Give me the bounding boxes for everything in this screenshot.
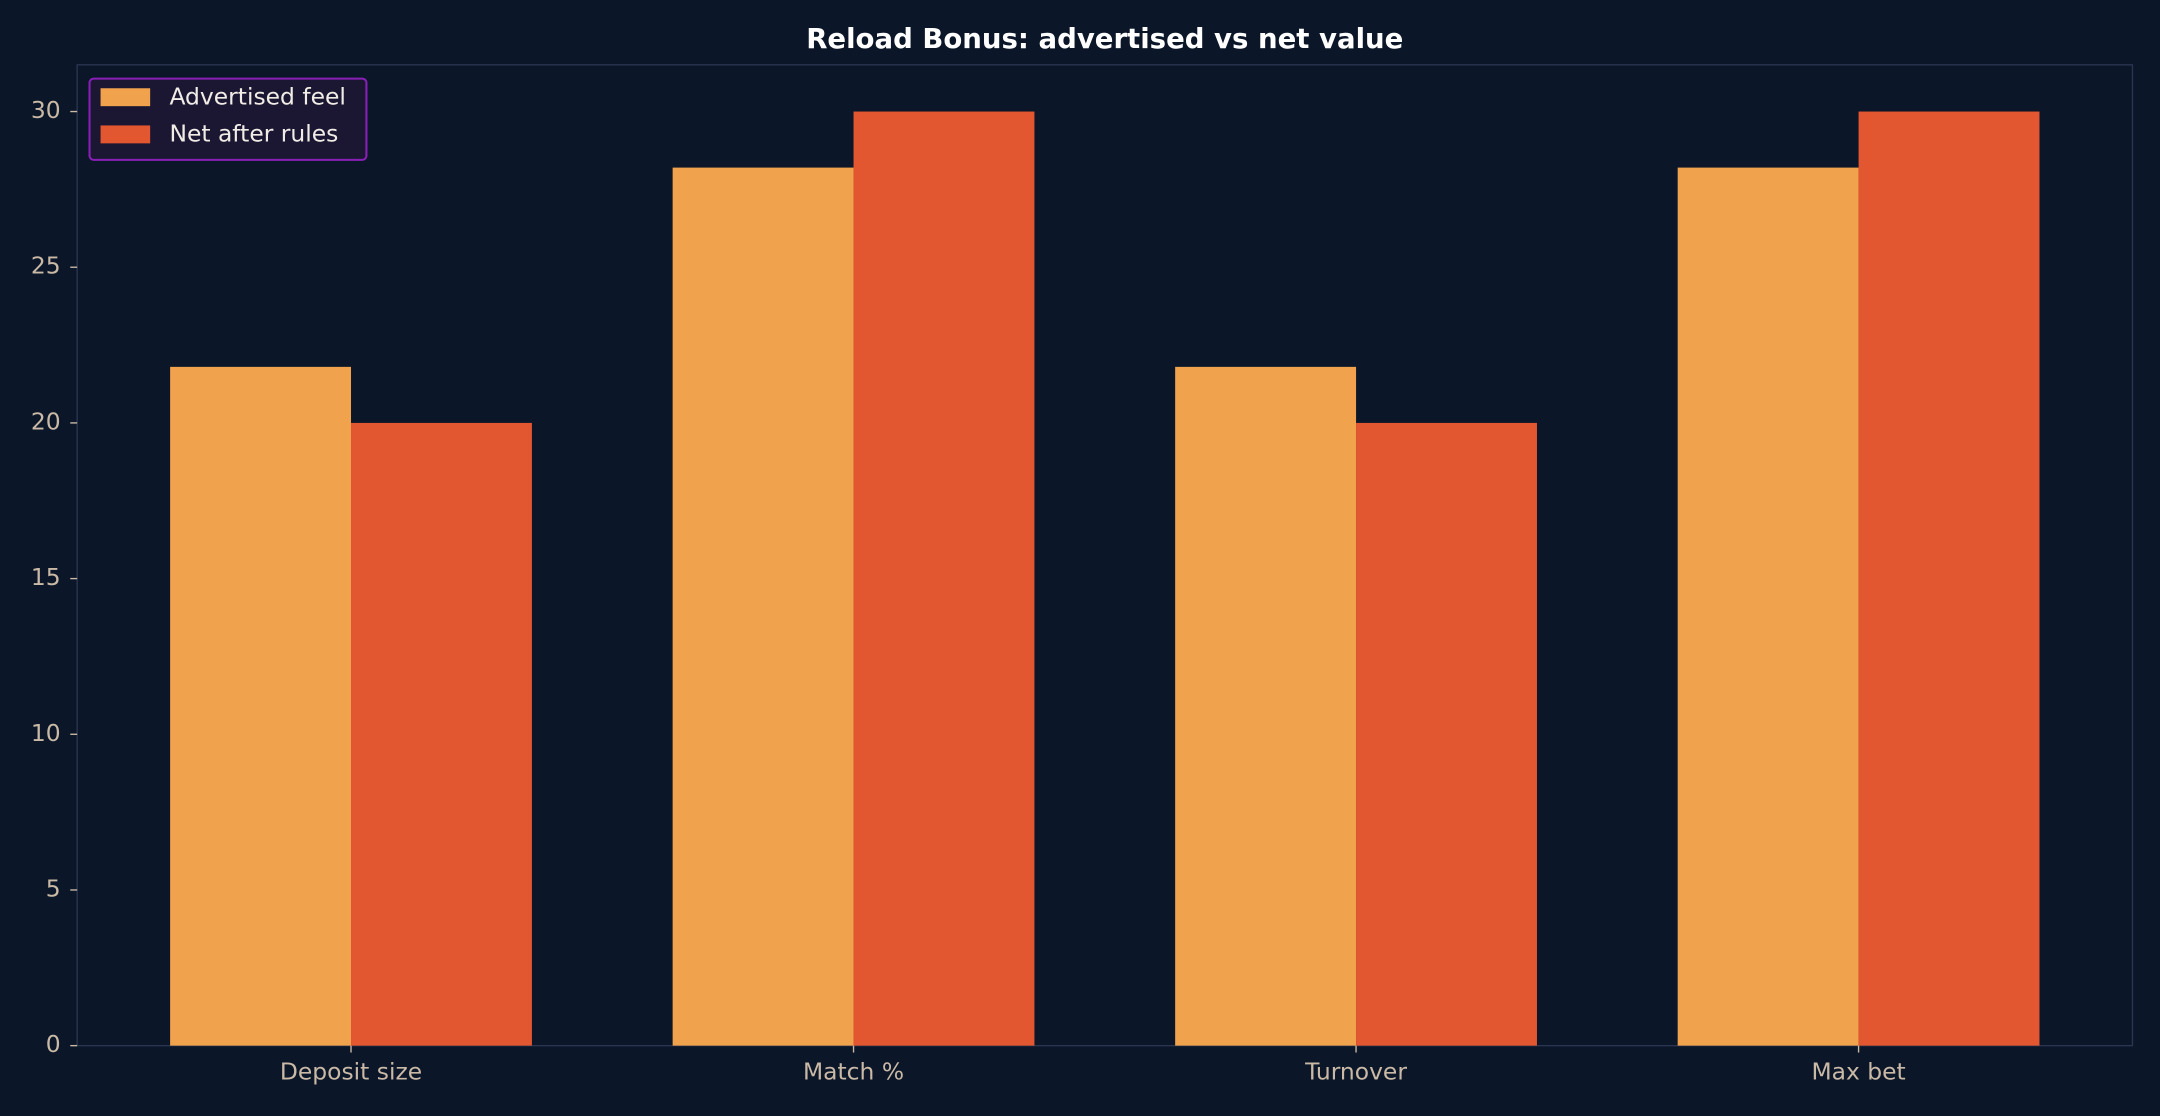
plot-frame (76, 64, 2134, 1047)
legend-box (88, 77, 368, 161)
bar (170, 366, 352, 1046)
x-tick-label: Max bet (1811, 1058, 1905, 1086)
y-tick-label: 15 (31, 563, 61, 591)
y-tick-label: 5 (46, 874, 61, 902)
chart-title: Reload Bonus: advertised vs net value (806, 23, 1403, 55)
legend-label: Net after rules (169, 120, 338, 148)
bar (1356, 422, 1537, 1046)
bar (351, 422, 532, 1046)
y-tick-label: 25 (31, 252, 61, 280)
y-tick-label: 30 (31, 96, 61, 124)
y-tick-label: 10 (31, 719, 61, 747)
legend: Advertised feel Net after rules (88, 77, 368, 161)
legend-swatch (100, 88, 151, 107)
y-tick-label: 20 (31, 407, 61, 435)
legend-swatch (100, 125, 151, 144)
x-tick-label: Turnover (1304, 1058, 1407, 1086)
bar (853, 111, 1035, 1046)
bar (1677, 167, 1859, 1046)
x-tick-label: Match % (803, 1058, 904, 1086)
y-tick-label: 0 (46, 1030, 61, 1058)
bar (1175, 366, 1357, 1046)
bar (1858, 111, 2040, 1046)
legend-label: Advertised feel (169, 82, 345, 110)
x-tick-label: Deposit size (280, 1058, 422, 1086)
bar (672, 167, 854, 1046)
